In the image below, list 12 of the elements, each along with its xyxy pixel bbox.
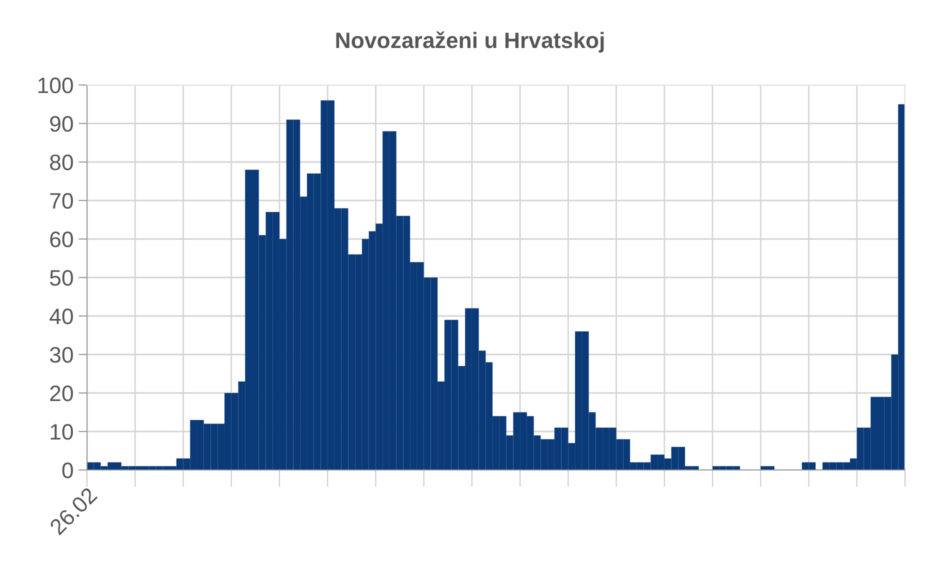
y-tick-label: 20	[50, 386, 73, 402]
y-tick-label: 100	[38, 78, 73, 94]
y-tick-label: 70	[50, 193, 73, 209]
y-tick-label: 30	[50, 347, 73, 363]
y-tick-label: 60	[50, 232, 73, 248]
y-tick-label: 0	[62, 462, 73, 478]
y-tick-label: 90	[50, 116, 73, 132]
y-tick-label: 40	[50, 308, 73, 324]
y-tick-label: 80	[50, 154, 73, 170]
y-tick-label: 10	[50, 424, 73, 440]
y-tick-label: 50	[50, 270, 73, 286]
chart-title: Novozaraženi u Hrvatskoj	[336, 31, 604, 53]
